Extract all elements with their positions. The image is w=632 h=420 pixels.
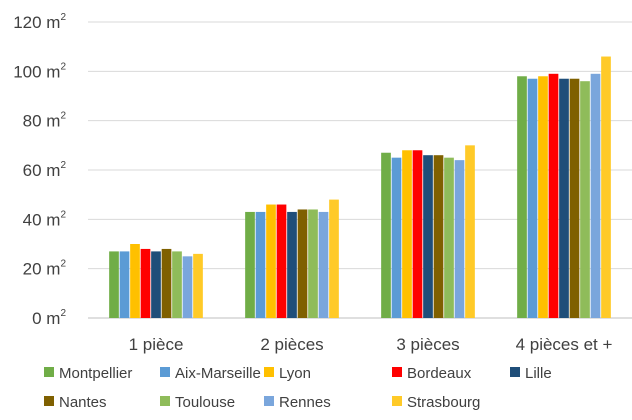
y-tick-label: 60 m2: [23, 160, 67, 180]
legend-label: Rennes: [279, 394, 331, 411]
bar: [318, 211, 329, 318]
bar: [538, 76, 548, 319]
legend-label: Toulouse: [175, 394, 235, 411]
x-category-label: 1 pièce: [129, 335, 184, 354]
bar: [569, 78, 580, 318]
legend-label: Strasbourg: [407, 394, 480, 411]
x-axis-categories: 1 pièce 2 pièces 3 pièces 4 pièces et +: [129, 335, 613, 354]
bar: [329, 199, 339, 318]
legend-swatch: [264, 396, 274, 406]
bar: [548, 73, 559, 318]
x-category-label: 4 pièces et +: [516, 335, 613, 354]
legend-label: Lille: [525, 365, 552, 382]
y-tick-label: 0 m2: [32, 308, 66, 328]
legend-swatch: [510, 367, 520, 377]
bar: [423, 155, 433, 318]
legend: Montpellier Aix-Marseille Lyon Bordeaux Lill…: [44, 365, 552, 411]
legend-swatch: [160, 396, 170, 406]
bar: [130, 244, 140, 318]
bar: [465, 145, 475, 318]
legend-swatch: [392, 396, 402, 406]
bar: [297, 209, 308, 318]
y-tick-label: 100 m2: [13, 61, 66, 81]
bar: [559, 78, 569, 318]
bar: [161, 248, 172, 318]
bar: [580, 81, 590, 318]
y-tick-label: 80 m2: [23, 111, 67, 131]
bar: [308, 209, 318, 318]
bar: [433, 155, 444, 318]
bar: [172, 251, 182, 318]
bar: [391, 157, 402, 318]
bar: [151, 251, 161, 318]
bar: [109, 251, 119, 318]
bar: [601, 56, 611, 319]
bar: [119, 251, 130, 318]
bars: [109, 56, 611, 319]
legend-label: Aix-Marseille: [175, 365, 261, 382]
bar: [402, 150, 412, 318]
bar: [381, 152, 391, 318]
bar: [245, 211, 255, 318]
legend-swatch: [392, 367, 402, 377]
legend-label: Nantes: [59, 394, 107, 411]
legend-label: Montpellier: [59, 365, 132, 382]
bar: [454, 160, 465, 318]
legend-swatch: [264, 367, 274, 377]
y-tick-label: 20 m2: [23, 259, 67, 279]
legend-label: Bordeaux: [407, 365, 472, 382]
bar: [527, 78, 538, 318]
bar: [140, 248, 151, 318]
bar: [182, 256, 193, 318]
bar: [255, 211, 266, 318]
y-tick-label: 120 m2: [13, 12, 66, 32]
y-tick-label: 40 m2: [23, 209, 67, 229]
legend-swatch: [44, 396, 54, 406]
legend-swatch: [44, 367, 54, 377]
x-category-label: 3 pièces: [396, 335, 459, 354]
bar: [444, 157, 454, 318]
x-category-label: 2 pièces: [260, 335, 323, 354]
legend-label: Lyon: [279, 365, 311, 382]
legend-swatch: [160, 367, 170, 377]
bar: [266, 204, 276, 318]
bar: [412, 150, 423, 318]
bar: [193, 253, 203, 318]
y-axis-ticks: 0 m2 20 m2 40 m2 60 m2 80 m2 100 m2 120 m2: [13, 12, 66, 328]
bar: [287, 211, 297, 318]
bar: [517, 76, 527, 319]
bar: [276, 204, 287, 318]
bar: [590, 73, 601, 318]
